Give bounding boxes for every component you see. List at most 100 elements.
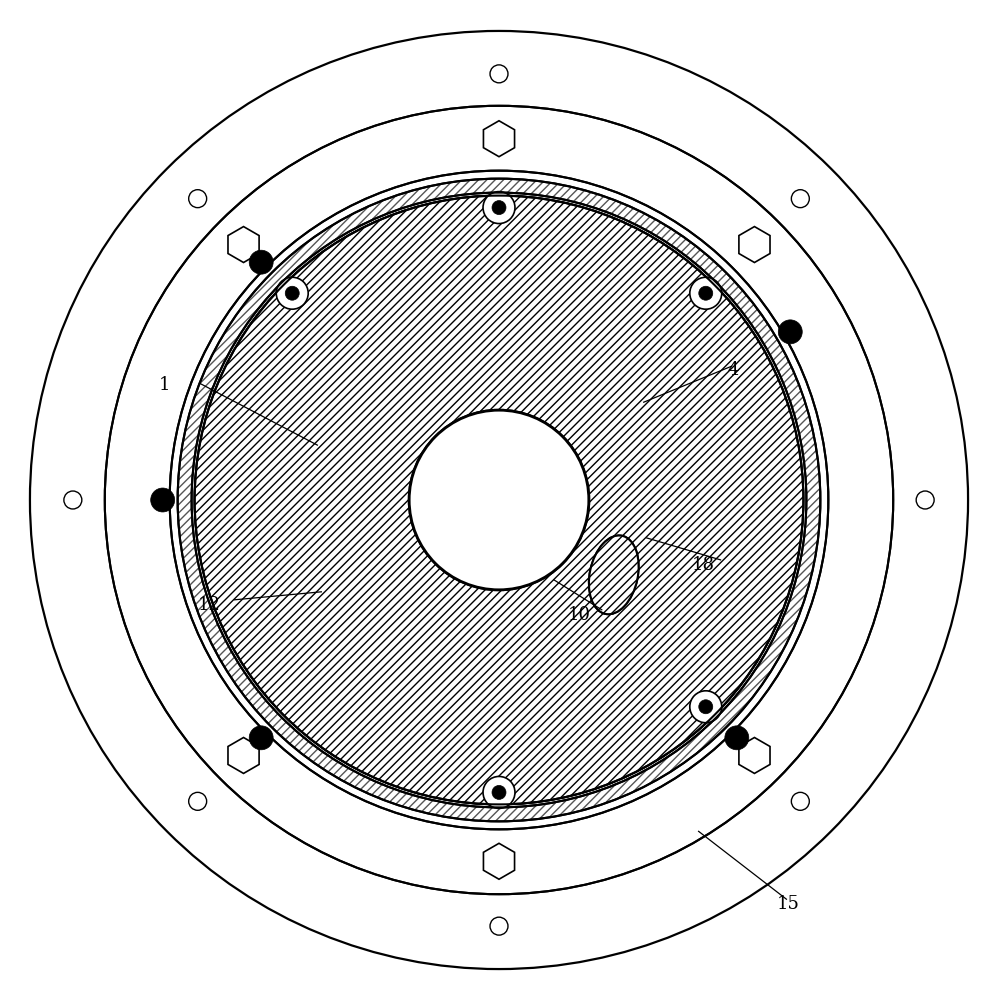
Text: 4: 4 xyxy=(728,361,740,379)
Wedge shape xyxy=(252,273,281,302)
Text: 15: 15 xyxy=(777,895,799,913)
Wedge shape xyxy=(499,179,527,194)
Wedge shape xyxy=(697,717,727,746)
Circle shape xyxy=(409,410,589,590)
Wedge shape xyxy=(178,472,193,500)
Wedge shape xyxy=(314,222,345,248)
Circle shape xyxy=(778,320,802,344)
Wedge shape xyxy=(676,237,706,265)
Polygon shape xyxy=(228,227,259,263)
Wedge shape xyxy=(653,752,684,778)
Wedge shape xyxy=(197,605,221,636)
Wedge shape xyxy=(796,417,815,447)
Circle shape xyxy=(725,726,748,750)
Circle shape xyxy=(285,286,299,300)
Wedge shape xyxy=(676,735,706,763)
Text: 18: 18 xyxy=(692,556,716,574)
Polygon shape xyxy=(739,737,770,773)
Circle shape xyxy=(250,250,273,274)
Circle shape xyxy=(699,286,713,300)
Wedge shape xyxy=(179,444,197,473)
Wedge shape xyxy=(717,273,746,302)
Circle shape xyxy=(699,700,713,714)
Wedge shape xyxy=(750,316,777,346)
Wedge shape xyxy=(777,605,801,636)
Circle shape xyxy=(151,488,175,512)
Circle shape xyxy=(170,171,828,829)
Wedge shape xyxy=(787,390,809,420)
Circle shape xyxy=(492,785,506,799)
Wedge shape xyxy=(338,766,369,791)
Text: 12: 12 xyxy=(199,596,221,614)
Wedge shape xyxy=(363,779,394,802)
Circle shape xyxy=(276,277,308,309)
Wedge shape xyxy=(178,500,193,528)
Wedge shape xyxy=(499,806,527,821)
Wedge shape xyxy=(801,527,819,556)
Circle shape xyxy=(690,277,722,309)
Wedge shape xyxy=(363,198,394,221)
Wedge shape xyxy=(805,500,820,528)
Wedge shape xyxy=(777,364,801,395)
Circle shape xyxy=(483,192,515,224)
Wedge shape xyxy=(389,789,419,810)
Wedge shape xyxy=(653,222,684,248)
Wedge shape xyxy=(717,698,746,727)
Circle shape xyxy=(189,792,207,810)
Wedge shape xyxy=(471,806,499,821)
Wedge shape xyxy=(552,797,582,816)
Wedge shape xyxy=(579,789,609,810)
Circle shape xyxy=(64,491,82,509)
Wedge shape xyxy=(787,580,809,610)
Ellipse shape xyxy=(589,535,639,614)
Wedge shape xyxy=(338,209,369,234)
Circle shape xyxy=(409,410,589,590)
Ellipse shape xyxy=(589,535,639,614)
Wedge shape xyxy=(471,179,499,194)
Wedge shape xyxy=(221,316,248,346)
Wedge shape xyxy=(179,527,197,556)
Polygon shape xyxy=(483,843,515,879)
Wedge shape xyxy=(579,190,609,211)
Wedge shape xyxy=(750,654,777,684)
Circle shape xyxy=(195,196,803,804)
Wedge shape xyxy=(526,180,555,197)
Wedge shape xyxy=(765,339,790,370)
Wedge shape xyxy=(189,390,211,420)
Wedge shape xyxy=(183,553,202,583)
Wedge shape xyxy=(604,198,635,221)
Circle shape xyxy=(30,31,968,969)
Wedge shape xyxy=(389,190,419,211)
Polygon shape xyxy=(228,737,259,773)
Circle shape xyxy=(490,917,508,935)
Circle shape xyxy=(192,193,806,807)
Wedge shape xyxy=(765,630,790,661)
Wedge shape xyxy=(208,630,233,661)
Wedge shape xyxy=(604,779,635,802)
Wedge shape xyxy=(443,803,472,820)
Wedge shape xyxy=(629,766,660,791)
Wedge shape xyxy=(271,717,301,746)
Wedge shape xyxy=(252,698,281,727)
Wedge shape xyxy=(416,184,446,203)
Circle shape xyxy=(250,726,273,750)
Wedge shape xyxy=(796,553,815,583)
Wedge shape xyxy=(735,293,762,324)
Wedge shape xyxy=(629,209,660,234)
Circle shape xyxy=(195,196,803,804)
Wedge shape xyxy=(236,676,263,707)
Text: 1: 1 xyxy=(159,376,171,394)
Circle shape xyxy=(690,691,722,723)
Text: 10: 10 xyxy=(567,606,591,624)
Wedge shape xyxy=(416,797,446,816)
Wedge shape xyxy=(271,254,301,283)
Wedge shape xyxy=(735,676,762,707)
Polygon shape xyxy=(739,227,770,263)
Wedge shape xyxy=(183,417,202,447)
Circle shape xyxy=(916,491,934,509)
Wedge shape xyxy=(189,580,211,610)
Circle shape xyxy=(791,190,809,208)
Wedge shape xyxy=(805,472,820,500)
Wedge shape xyxy=(443,180,472,197)
Polygon shape xyxy=(483,121,515,157)
